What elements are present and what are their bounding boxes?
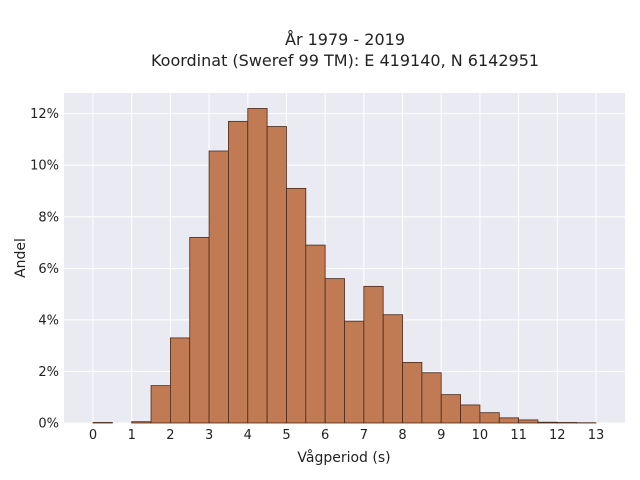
- y-tick-label: 4%: [38, 313, 59, 328]
- y-tick-label: 10%: [30, 159, 59, 174]
- histogram-bar: [92, 422, 113, 424]
- histogram-bar: [286, 187, 307, 424]
- x-tick-label: 0: [89, 428, 97, 443]
- x-tick-label: 7: [360, 428, 368, 443]
- histogram-bar: [324, 278, 345, 424]
- x-tick-label: 13: [588, 428, 605, 443]
- x-tick-label: 9: [437, 428, 445, 443]
- histogram-bar: [402, 362, 423, 424]
- histogram-bar: [305, 244, 326, 424]
- y-axis-label: Andel: [13, 238, 29, 278]
- histogram-bar: [421, 372, 442, 424]
- histogram-bar: [150, 385, 171, 424]
- histogram-bar: [208, 150, 229, 424]
- histogram-bar: [518, 419, 539, 424]
- histogram-bar: [228, 120, 249, 424]
- chart-title-line2: Koordinat (Sweref 99 TM): E 419140, N 61…: [151, 51, 539, 70]
- y-tick-label: 0%: [38, 417, 59, 432]
- chart-title-line1: År 1979 - 2019: [285, 30, 405, 49]
- x-tick-label: 8: [398, 428, 406, 443]
- x-tick-label: 10: [472, 428, 489, 443]
- histogram-bar: [169, 337, 191, 424]
- histogram-bar: [266, 126, 287, 424]
- histogram-bar: [189, 236, 210, 424]
- y-tick-labels: 0% 2% 4% 6% 8% 10% 12%: [30, 107, 59, 431]
- x-tick-label: 3: [205, 428, 213, 443]
- histogram-bar: [460, 404, 481, 424]
- x-tick-label: 5: [282, 428, 290, 443]
- histogram-bar: [537, 421, 558, 424]
- x-tick-label: 11: [510, 428, 527, 443]
- histogram-bar: [247, 108, 268, 424]
- y-tick-label: 2%: [38, 365, 59, 380]
- histogram-bar: [131, 421, 152, 424]
- histogram-bars: [92, 108, 597, 424]
- histogram-bar: [479, 412, 500, 424]
- x-tick-label: 4: [244, 428, 252, 443]
- x-tick-label: 2: [166, 428, 174, 443]
- x-tick-labels: 0 1 2 3 4 5 6 7 8 9 10 11 12 13: [89, 428, 604, 443]
- x-axis-label: Vågperiod (s): [297, 449, 390, 466]
- histogram-bar: [382, 314, 403, 424]
- histogram-bar: [556, 422, 578, 424]
- x-tick-label: 6: [321, 428, 329, 443]
- x-tick-label: 12: [549, 428, 566, 443]
- x-tick-label: 1: [128, 428, 136, 443]
- y-tick-label: 8%: [38, 210, 59, 225]
- histogram-bar: [440, 394, 461, 424]
- histogram-bar: [344, 320, 365, 424]
- y-tick-label: 12%: [30, 107, 59, 122]
- histogram-bar: [498, 417, 520, 424]
- histogram-bar: [363, 285, 384, 424]
- y-tick-label: 6%: [38, 262, 59, 277]
